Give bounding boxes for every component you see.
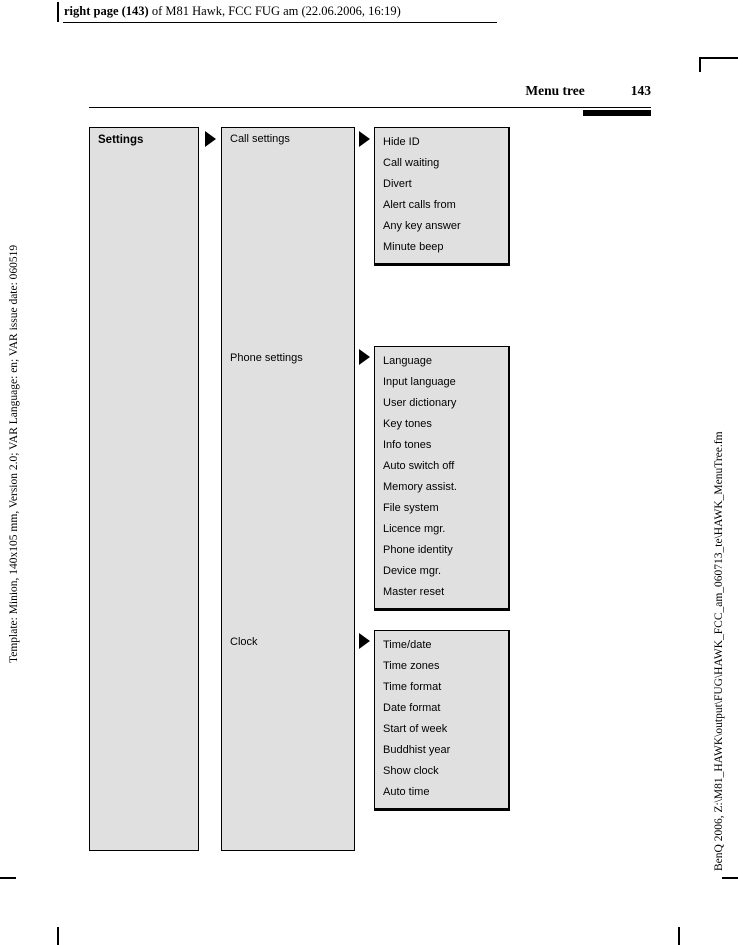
submenu-item: Time zones (383, 660, 440, 672)
submenu-item: Auto switch off (383, 460, 455, 472)
submenu-item: Auto time (383, 786, 430, 798)
submenu-item: Language (383, 355, 432, 367)
menu-item-clock: Clock (230, 636, 258, 648)
top-annotation: right page (143) of M81 Hawk, FCC FUG am… (64, 4, 401, 19)
submenu-item: Show clock (383, 765, 439, 777)
arrow-right-icon (359, 349, 370, 365)
left-margin-note: Template: Minion, 140x105 mm, Version 2.… (8, 244, 20, 663)
right-margin-note: BenQ 2006, Z:\M81_HAWK\output\FUG\HAWK_F… (713, 431, 725, 871)
submenu-item: Start of week (383, 723, 448, 735)
top-annotation-rule (63, 22, 497, 23)
crop-mark (699, 57, 738, 59)
submenu-item: Time/date (383, 639, 432, 651)
menu-item-phone-settings: Phone settings (230, 352, 303, 364)
submenu-box-phone-settings: Language Input language User dictionary … (374, 346, 510, 611)
submenu-item: Minute beep (383, 241, 444, 253)
submenu-item: Divert (383, 178, 412, 190)
crop-mark (0, 877, 16, 879)
submenu-box-call-settings: Hide ID Call waiting Divert Alert calls … (374, 127, 510, 266)
submenu-item: Key tones (383, 418, 432, 430)
crop-mark (699, 57, 701, 72)
arrow-right-icon (205, 131, 216, 147)
submenu-item: Info tones (383, 439, 432, 451)
menu-root-box: Settings (89, 127, 199, 851)
arrow-right-icon (359, 131, 370, 147)
submenu-item: Memory assist. (383, 481, 457, 493)
page-header: Menu tree 143 (89, 83, 651, 99)
page-number: 143 (630, 83, 651, 98)
top-annotation-tick (57, 2, 59, 22)
menu-level2-box: Call settings Phone settings Clock (221, 127, 355, 851)
submenu-item: Time format (383, 681, 442, 693)
submenu-item: Alert calls from (383, 199, 456, 211)
header-bar (583, 110, 651, 116)
page-title: Menu tree (525, 83, 585, 98)
crop-mark (57, 927, 59, 945)
submenu-item: Licence mgr. (383, 523, 446, 535)
submenu-item: Device mgr. (383, 565, 442, 577)
submenu-item: User dictionary (383, 397, 457, 409)
submenu-item: File system (383, 502, 439, 514)
submenu-box-clock: Time/date Time zones Time format Date fo… (374, 630, 510, 811)
top-annotation-rest: of M81 Hawk, FCC FUG am (22.06.2006, 16:… (148, 4, 401, 18)
menu-root-label: Settings (98, 134, 144, 146)
submenu-item: Phone identity (383, 544, 453, 556)
submenu-item: Hide ID (383, 136, 420, 148)
submenu-item: Call waiting (383, 157, 440, 169)
menu-item-call-settings: Call settings (230, 133, 290, 145)
submenu-item: Any key answer (383, 220, 461, 232)
crop-mark (678, 927, 680, 945)
submenu-item: Master reset (383, 586, 445, 598)
top-annotation-bold: right page (143) (64, 4, 149, 18)
crop-mark (722, 877, 738, 879)
submenu-item: Input language (383, 376, 456, 388)
submenu-item: Date format (383, 702, 441, 714)
submenu-item: Buddhist year (383, 744, 451, 756)
header-rule (89, 107, 651, 108)
arrow-right-icon (359, 633, 370, 649)
